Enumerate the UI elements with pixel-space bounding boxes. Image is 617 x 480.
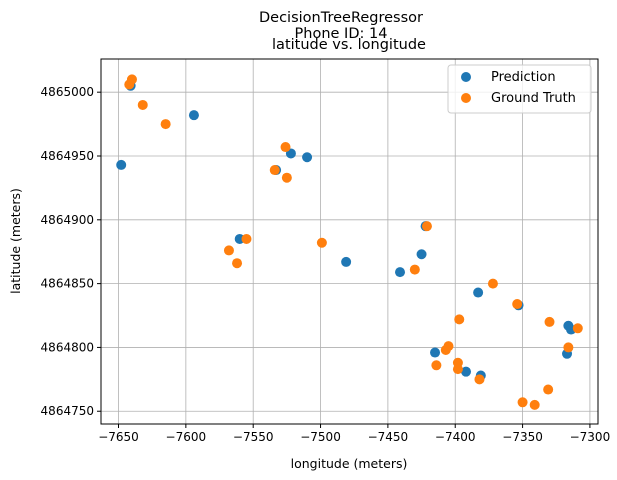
point-ground-truth xyxy=(452,364,463,375)
point-ground-truth xyxy=(512,299,523,310)
point-prediction xyxy=(302,152,313,163)
y-tick-label: 4865000 xyxy=(41,85,94,99)
point-ground-truth xyxy=(223,245,234,256)
grid-lines xyxy=(101,59,598,424)
y-tick-label: 4864850 xyxy=(41,277,94,291)
point-ground-truth xyxy=(232,258,243,269)
point-ground-truth xyxy=(241,233,252,244)
point-ground-truth xyxy=(280,142,291,153)
point-prediction xyxy=(430,347,441,358)
point-ground-truth xyxy=(572,323,583,334)
legend: Prediction Ground Truth xyxy=(447,64,592,114)
legend-label-prediction: Prediction xyxy=(491,70,556,85)
point-ground-truth xyxy=(431,360,442,371)
point-prediction xyxy=(461,366,472,377)
point-ground-truth xyxy=(443,341,454,352)
point-ground-truth xyxy=(474,374,485,385)
point-ground-truth xyxy=(160,119,171,130)
point-ground-truth xyxy=(563,342,574,353)
y-axis-label: latitude (meters) xyxy=(8,188,23,294)
x-tick-label: −7650 xyxy=(98,430,139,444)
data-points xyxy=(116,74,583,410)
point-prediction xyxy=(416,249,427,260)
y-tick-label: 4864750 xyxy=(41,404,94,418)
point-prediction xyxy=(341,256,352,267)
suptitle-line-1: DecisionTreeRegressor xyxy=(259,10,423,26)
y-tick-label: 4864900 xyxy=(41,213,94,227)
point-ground-truth xyxy=(409,264,420,275)
suptitle-line-2: Phone ID: 14 xyxy=(295,26,388,42)
point-ground-truth xyxy=(517,397,528,408)
x-tick-label: −7600 xyxy=(166,430,207,444)
x-axis-label: longitude (meters) xyxy=(291,456,408,471)
point-ground-truth xyxy=(124,79,135,90)
x-tick-label: −7400 xyxy=(435,430,476,444)
legend-box xyxy=(447,64,592,114)
point-ground-truth xyxy=(544,316,555,327)
point-ground-truth xyxy=(137,99,148,110)
x-tick-label: −7550 xyxy=(233,430,274,444)
x-tick-label: −7300 xyxy=(570,430,611,444)
x-tick-label: −7500 xyxy=(300,430,341,444)
axis-ticks: −7650 −7600 −7550 −7500 −7450 −7400 −7350 −7300… xyxy=(41,85,611,444)
point-prediction xyxy=(116,159,127,170)
point-ground-truth xyxy=(454,314,465,325)
point-ground-truth xyxy=(281,172,292,183)
point-ground-truth xyxy=(529,399,540,410)
point-ground-truth xyxy=(421,221,432,232)
point-prediction xyxy=(395,267,406,278)
plot-frame xyxy=(100,58,599,425)
legend-label-ground-truth: Ground Truth xyxy=(491,91,576,106)
point-ground-truth xyxy=(269,165,280,176)
point-prediction xyxy=(188,110,199,121)
point-ground-truth xyxy=(487,278,498,289)
x-tick-label: −7450 xyxy=(368,430,409,444)
y-tick-label: 4864950 xyxy=(41,149,94,163)
y-tick-label: 4864800 xyxy=(41,340,94,354)
legend-marker-prediction xyxy=(461,72,471,82)
chart-title: latitude vs. longitude xyxy=(272,37,426,53)
legend-marker-ground-truth xyxy=(461,93,471,103)
x-tick-label: −7350 xyxy=(502,430,543,444)
point-ground-truth xyxy=(316,237,327,248)
point-ground-truth xyxy=(543,384,554,395)
point-prediction xyxy=(473,287,484,298)
